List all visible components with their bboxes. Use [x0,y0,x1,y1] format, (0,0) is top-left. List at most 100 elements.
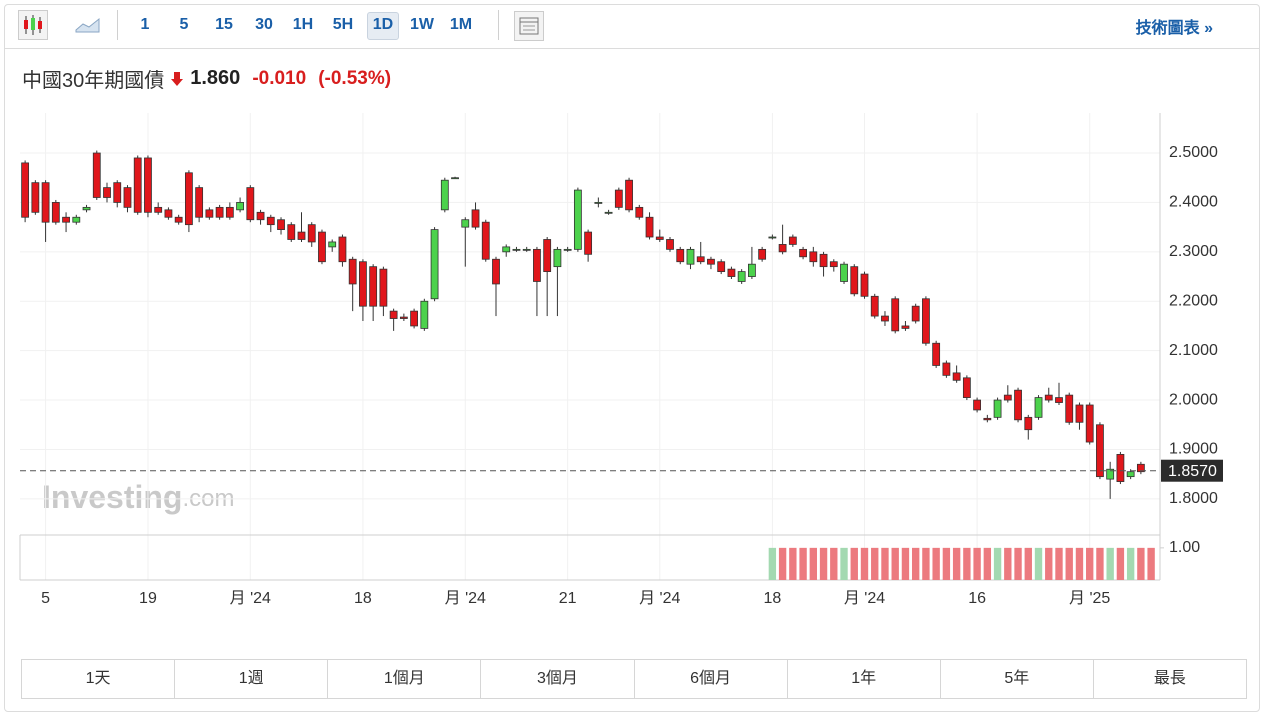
candle-body [133,157,142,213]
interval-button[interactable]: 15 [215,16,233,33]
candle-body [819,253,828,268]
candle-body [604,211,613,214]
candle-body [410,310,419,327]
candle-body [983,417,992,421]
x-tick-label: 18 [354,590,372,607]
candle-body [533,248,541,282]
candle-body [461,219,470,228]
x-tick-label: 月 '24 [844,590,885,607]
range-button[interactable]: 6個月 [633,660,787,698]
candle-body [901,325,910,329]
volume-bar [1004,547,1012,580]
toolbar-divider [5,48,1259,49]
candle-body [502,246,511,253]
line-icon[interactable] [74,14,102,36]
candle-body [1014,389,1022,421]
candle-body [973,399,981,411]
volume-bar [1075,547,1084,580]
candle-body [195,187,204,218]
candle-body [891,298,900,332]
candle-body [62,216,70,223]
quote-header: 中國30年期國債 1.860 -0.010 (-0.53%) [22,64,391,93]
candle-body [359,261,367,307]
interval-button[interactable]: 1H [292,16,314,33]
volume-bar [840,547,848,580]
candle-body [594,202,603,204]
candle-body [1065,394,1074,423]
candle-body [1106,468,1115,480]
candle-body [471,209,480,228]
x-tick-label: 月 '25 [1069,590,1110,607]
volume-bar [1116,547,1125,580]
volume-tick-label: 1.00 [1169,539,1200,556]
range-button[interactable]: 最長 [1092,660,1246,698]
volume-bar [1096,547,1104,580]
range-button[interactable]: 1週 [174,660,327,698]
volume-bar [881,547,889,580]
candle-body [870,295,879,317]
range-button[interactable]: 3個月 [480,660,633,698]
watermark-brand: Investing [42,479,182,515]
table-icon[interactable] [514,11,544,41]
candle-body [676,248,685,263]
candle-body [666,239,674,250]
candle-body [1136,463,1145,473]
technical-chart-link[interactable]: 技術圖表 » [1135,20,1213,37]
candle-body [1116,454,1125,482]
candle-body [573,189,582,250]
candle-body [215,206,224,218]
range-button[interactable]: 5年 [939,660,1093,698]
x-tick-label: 月 '24 [445,590,486,607]
price-change: -0.010 [252,67,307,89]
volume-bar [809,547,818,580]
volume-bar [768,547,777,580]
candle-body [778,244,787,253]
candle-icon[interactable] [18,10,48,40]
candle-body [1003,394,1012,401]
candle-body [522,248,531,251]
interval-button[interactable]: 5H [332,16,354,33]
candle-body [389,310,398,319]
volume-bar [1137,547,1145,580]
volume-bar [1055,547,1063,580]
x-tick-label: 19 [139,590,157,607]
candle-body [748,263,756,277]
candle-body [1096,424,1104,478]
range-button[interactable]: 1天 [85,670,111,687]
volume-bar [860,547,869,580]
candle-body [1034,397,1043,418]
volume-bar [850,547,858,580]
candle-body [277,219,285,231]
candle-body [717,261,726,272]
chart: Investing.com 2.5000 2.4000 2.3000 2.2000 2.… [19,113,1223,607]
candle-body [266,216,275,226]
candle-body [942,362,951,376]
candle-body [788,236,797,245]
volume-bar [1014,547,1022,580]
y-tick-label: 2.4000 [1169,194,1218,211]
interval-button[interactable]: 1M [449,16,473,33]
interval-button[interactable]: 30 [255,16,273,33]
candle-body [318,231,326,263]
interval-button[interactable]: 5 [179,16,189,33]
volume-bar [789,547,797,580]
interval-button[interactable]: 1W [410,16,434,33]
interval-button[interactable]: 1D [367,12,399,40]
volume-bar [1106,547,1114,580]
volume-bar [922,547,930,580]
separator [117,10,118,40]
candle-body [922,298,930,344]
range-button[interactable]: 1個月 [327,660,480,698]
candle-body [481,221,490,260]
range-button[interactable]: 1年 [786,660,940,698]
candle-body [103,187,111,198]
candle-body [225,206,234,218]
volume-bar [1045,547,1053,580]
y-tick-label: 2.1000 [1169,342,1218,359]
interval-button[interactable]: 1 [140,16,150,33]
frame [4,4,1260,712]
candle-body [1055,397,1063,403]
y-tick-label: 1.9000 [1169,441,1218,458]
candle-body [1024,416,1033,431]
